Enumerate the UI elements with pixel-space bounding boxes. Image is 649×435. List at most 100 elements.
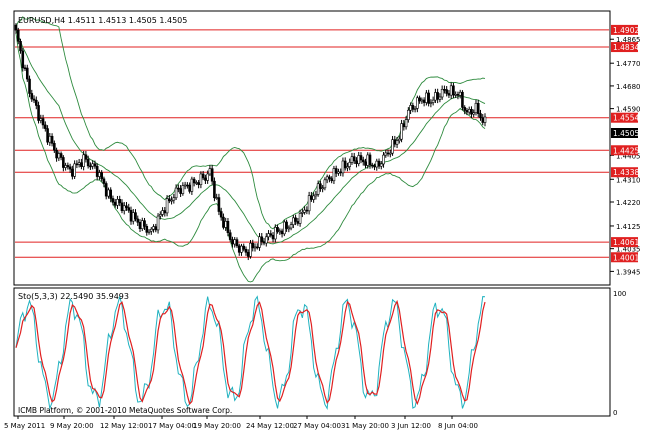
candle-body (217, 197, 221, 212)
candle-body (41, 118, 45, 126)
candle-body (231, 239, 234, 245)
candle-body (199, 173, 203, 185)
candle-body (80, 162, 83, 167)
level-labels: 1.49021.48341.45541.44251.43381.40611.40… (611, 24, 639, 262)
candle-body (458, 91, 462, 96)
candle-body (206, 173, 209, 181)
current-price-label: 1.4505 (613, 129, 639, 138)
candle-body (343, 160, 347, 169)
stochastic-main-line (15, 294, 486, 411)
candle-body (384, 152, 388, 156)
candle-body (19, 40, 22, 52)
candle-body (172, 197, 176, 201)
candle-body (341, 160, 345, 174)
candle-body (391, 139, 394, 154)
candle-body (470, 109, 473, 115)
candle-body (305, 209, 309, 212)
candle-body (95, 165, 99, 177)
stochastic-axis-min: 0 (613, 409, 617, 417)
candle-body (53, 143, 56, 151)
candle-body (98, 172, 101, 177)
price-tick-label: 1.4220 (616, 199, 641, 207)
candle-body (147, 230, 151, 233)
candle-body (436, 92, 439, 100)
candle-body (262, 241, 266, 244)
price-tick-label: 1.4770 (616, 60, 641, 68)
candle-body (44, 124, 47, 129)
candle-body (301, 212, 304, 214)
candle-body (131, 212, 135, 222)
price-panel[interactable]: EURUSD,H4 1.4511 1.4513 1.4505 1.4505 (13, 10, 611, 286)
candle-body (168, 198, 171, 202)
candle-body (285, 221, 288, 229)
candle-body (186, 184, 189, 187)
candle-body (334, 168, 338, 174)
candle-body (102, 178, 106, 184)
candle-body (307, 195, 311, 212)
candle-body (319, 183, 322, 189)
candle-body (465, 110, 469, 113)
stochastic-panel[interactable]: Sto(5,3,3) 22.5490 35.9493 ICMB Platform… (13, 287, 611, 417)
candle-body (332, 168, 336, 182)
candle-body (222, 216, 225, 228)
candle-body (447, 93, 451, 96)
candle-body (240, 245, 243, 253)
candle-body (39, 118, 43, 121)
candle-body (138, 221, 142, 229)
candle-body (55, 149, 58, 159)
candle-body (159, 214, 162, 217)
bollinger-lower-band (15, 33, 486, 283)
candle-body (312, 195, 315, 200)
candle-body (14, 24, 18, 31)
candle-body (467, 109, 471, 113)
price-tick-label: 1.4865 (616, 36, 641, 44)
candle-body (23, 67, 27, 70)
candle-body (140, 220, 144, 229)
candle-body (183, 184, 187, 187)
candle-body (409, 105, 412, 111)
candle-body (434, 92, 437, 101)
candle-body (174, 187, 178, 199)
candle-body (111, 198, 115, 203)
candle-body (278, 230, 282, 233)
candle-body (310, 195, 313, 200)
candle-body (215, 197, 218, 199)
candle-body (255, 246, 259, 249)
candle-body (274, 227, 277, 240)
candle-body (292, 217, 295, 225)
candle-body (443, 88, 446, 91)
candle-body (59, 153, 63, 158)
candle-body (316, 183, 320, 195)
time-tick-label: 3 Jun 12:00 (391, 422, 431, 430)
candle-body (37, 105, 40, 121)
candle-body (122, 205, 126, 211)
candle-body (479, 113, 482, 119)
candle-body (62, 157, 65, 168)
candle-body (233, 239, 237, 245)
candle-body (411, 105, 415, 110)
candle-body (91, 163, 94, 167)
stochastic-axis-max: 100 (613, 290, 626, 298)
candle-body (118, 199, 122, 204)
candle-body (190, 178, 194, 192)
level-label: 1.4902 (613, 26, 639, 35)
candle-body (314, 194, 318, 197)
candle-body (170, 199, 173, 202)
candle-body (163, 210, 167, 214)
candlesticks (14, 23, 487, 261)
candle-body (57, 153, 61, 159)
candle-body (339, 171, 342, 174)
candle-body (474, 102, 478, 113)
level-label-box (611, 112, 638, 123)
candle-body (64, 165, 67, 168)
time-tick-label: 5 May 2011 (4, 422, 45, 430)
candle-body (431, 99, 435, 103)
candle-body (445, 89, 448, 94)
candle-body (429, 102, 433, 104)
candle-body (109, 189, 113, 199)
time-tick-label: 19 May 20:00 (193, 422, 241, 430)
candle-body (425, 92, 428, 103)
price-tick-label: 1.4680 (616, 83, 641, 91)
price-tick-label: 1.4590 (616, 106, 641, 114)
candle-body (89, 165, 92, 168)
